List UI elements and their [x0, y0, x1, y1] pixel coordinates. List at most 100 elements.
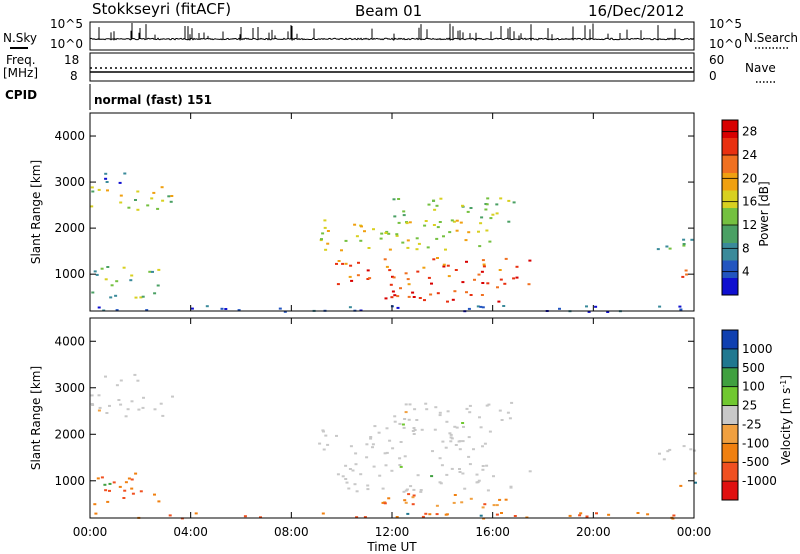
echo-cell — [350, 279, 354, 282]
echo-cell — [438, 481, 442, 484]
echo-cell — [341, 262, 345, 265]
echo-cell — [130, 478, 134, 481]
echo-cell — [408, 403, 412, 406]
echo-cell — [481, 506, 485, 509]
echo-cell — [405, 222, 409, 225]
echo-cell — [355, 235, 359, 238]
echo-cell — [432, 258, 436, 261]
echo-cell — [455, 229, 459, 232]
echo-cell — [484, 208, 488, 211]
echo-cell — [278, 307, 282, 310]
echo-cell — [411, 291, 415, 294]
echo-cell — [479, 426, 483, 429]
echo-cell — [465, 407, 469, 410]
echo-cell — [684, 269, 688, 272]
echo-cell — [465, 291, 468, 294]
echo-cell — [355, 516, 359, 519]
echo-cell — [415, 419, 419, 421]
colorbar-swatch — [722, 424, 738, 444]
echo-cell — [558, 307, 561, 310]
echo-cell — [477, 479, 481, 482]
echo-cell — [344, 239, 348, 242]
x-tick-label: 00:00 — [73, 525, 108, 539]
echo-cell — [122, 497, 126, 499]
echo-cell — [384, 464, 388, 467]
echo-cell — [344, 464, 348, 467]
colorbar-swatch — [722, 172, 738, 191]
echo-cell — [436, 292, 440, 295]
echo-cell — [407, 493, 411, 496]
echo-cell — [336, 283, 340, 286]
echo-cell — [404, 403, 408, 406]
echo-cell — [416, 270, 420, 273]
echo-cell — [389, 283, 393, 286]
echo-cell — [321, 429, 325, 432]
echo-cell — [369, 436, 373, 438]
echo-cell — [118, 181, 122, 184]
echo-cell — [455, 219, 459, 222]
echo-cell — [506, 411, 510, 414]
echo-cell — [395, 516, 399, 518]
echo-cell — [366, 488, 370, 491]
echo-cell — [349, 445, 353, 448]
echo-cell — [205, 305, 209, 308]
echo-cell — [117, 399, 121, 401]
echo-cell — [395, 233, 399, 236]
power-ylabel: Slant Range [km] — [29, 160, 43, 264]
echo-cell — [354, 463, 358, 466]
echo-cell — [406, 239, 410, 242]
nsearch-tick-top: 10^5 — [709, 17, 742, 31]
echo-cell — [402, 210, 406, 213]
velocity-colorbar-tick: -1000 — [742, 474, 777, 488]
echo-cell — [466, 210, 470, 213]
echo-cell — [606, 311, 610, 313]
echo-cell — [679, 484, 683, 487]
echo-cell — [488, 430, 492, 433]
echo-cell — [412, 296, 416, 298]
echo-cell — [510, 401, 514, 404]
y-tick-label: 2000 — [54, 427, 85, 441]
echo-cell — [411, 503, 415, 506]
echo-cell — [112, 481, 116, 484]
echo-cell — [351, 469, 355, 472]
echo-cell — [568, 514, 572, 517]
echo-cell — [419, 490, 423, 493]
echo-cell — [104, 278, 108, 281]
echo-cell — [452, 220, 456, 223]
echo-cell — [136, 208, 140, 211]
echo-cell — [461, 422, 465, 424]
echo-cell — [485, 464, 489, 467]
echo-cell — [150, 197, 154, 200]
echo-cell — [404, 501, 408, 504]
echo-cell — [438, 414, 442, 417]
echo-cell — [407, 283, 411, 286]
echo-cell — [479, 222, 483, 225]
echo-cell — [393, 420, 397, 423]
echo-cell — [109, 296, 113, 299]
echo-cell — [476, 481, 480, 484]
echo-cell — [157, 500, 161, 503]
echo-cell — [483, 503, 487, 506]
echo-cell — [409, 485, 413, 488]
echo-cell — [391, 447, 395, 450]
echo-cell — [504, 498, 508, 501]
echo-cell — [433, 208, 437, 211]
echo-cell — [694, 481, 697, 484]
echo-cell — [259, 516, 262, 519]
nsky-tick-bottom: 10^0 — [50, 37, 83, 51]
echo-cell — [383, 502, 387, 505]
echo-cell — [444, 446, 448, 449]
velocity-yticks: 1000 2000 3000 4000 — [54, 334, 694, 488]
echo-cell — [397, 198, 401, 200]
station-title: Stokkseyri (fitACF) — [92, 0, 231, 18]
echo-cell — [467, 307, 471, 310]
echo-cell — [461, 281, 465, 284]
echo-cell — [477, 230, 480, 233]
echo-cell — [445, 420, 449, 423]
echo-cell — [438, 411, 442, 414]
echo-cell — [323, 219, 327, 222]
echo-cell — [450, 467, 454, 470]
echo-cell — [108, 489, 111, 492]
colorbar-swatch — [722, 405, 738, 425]
